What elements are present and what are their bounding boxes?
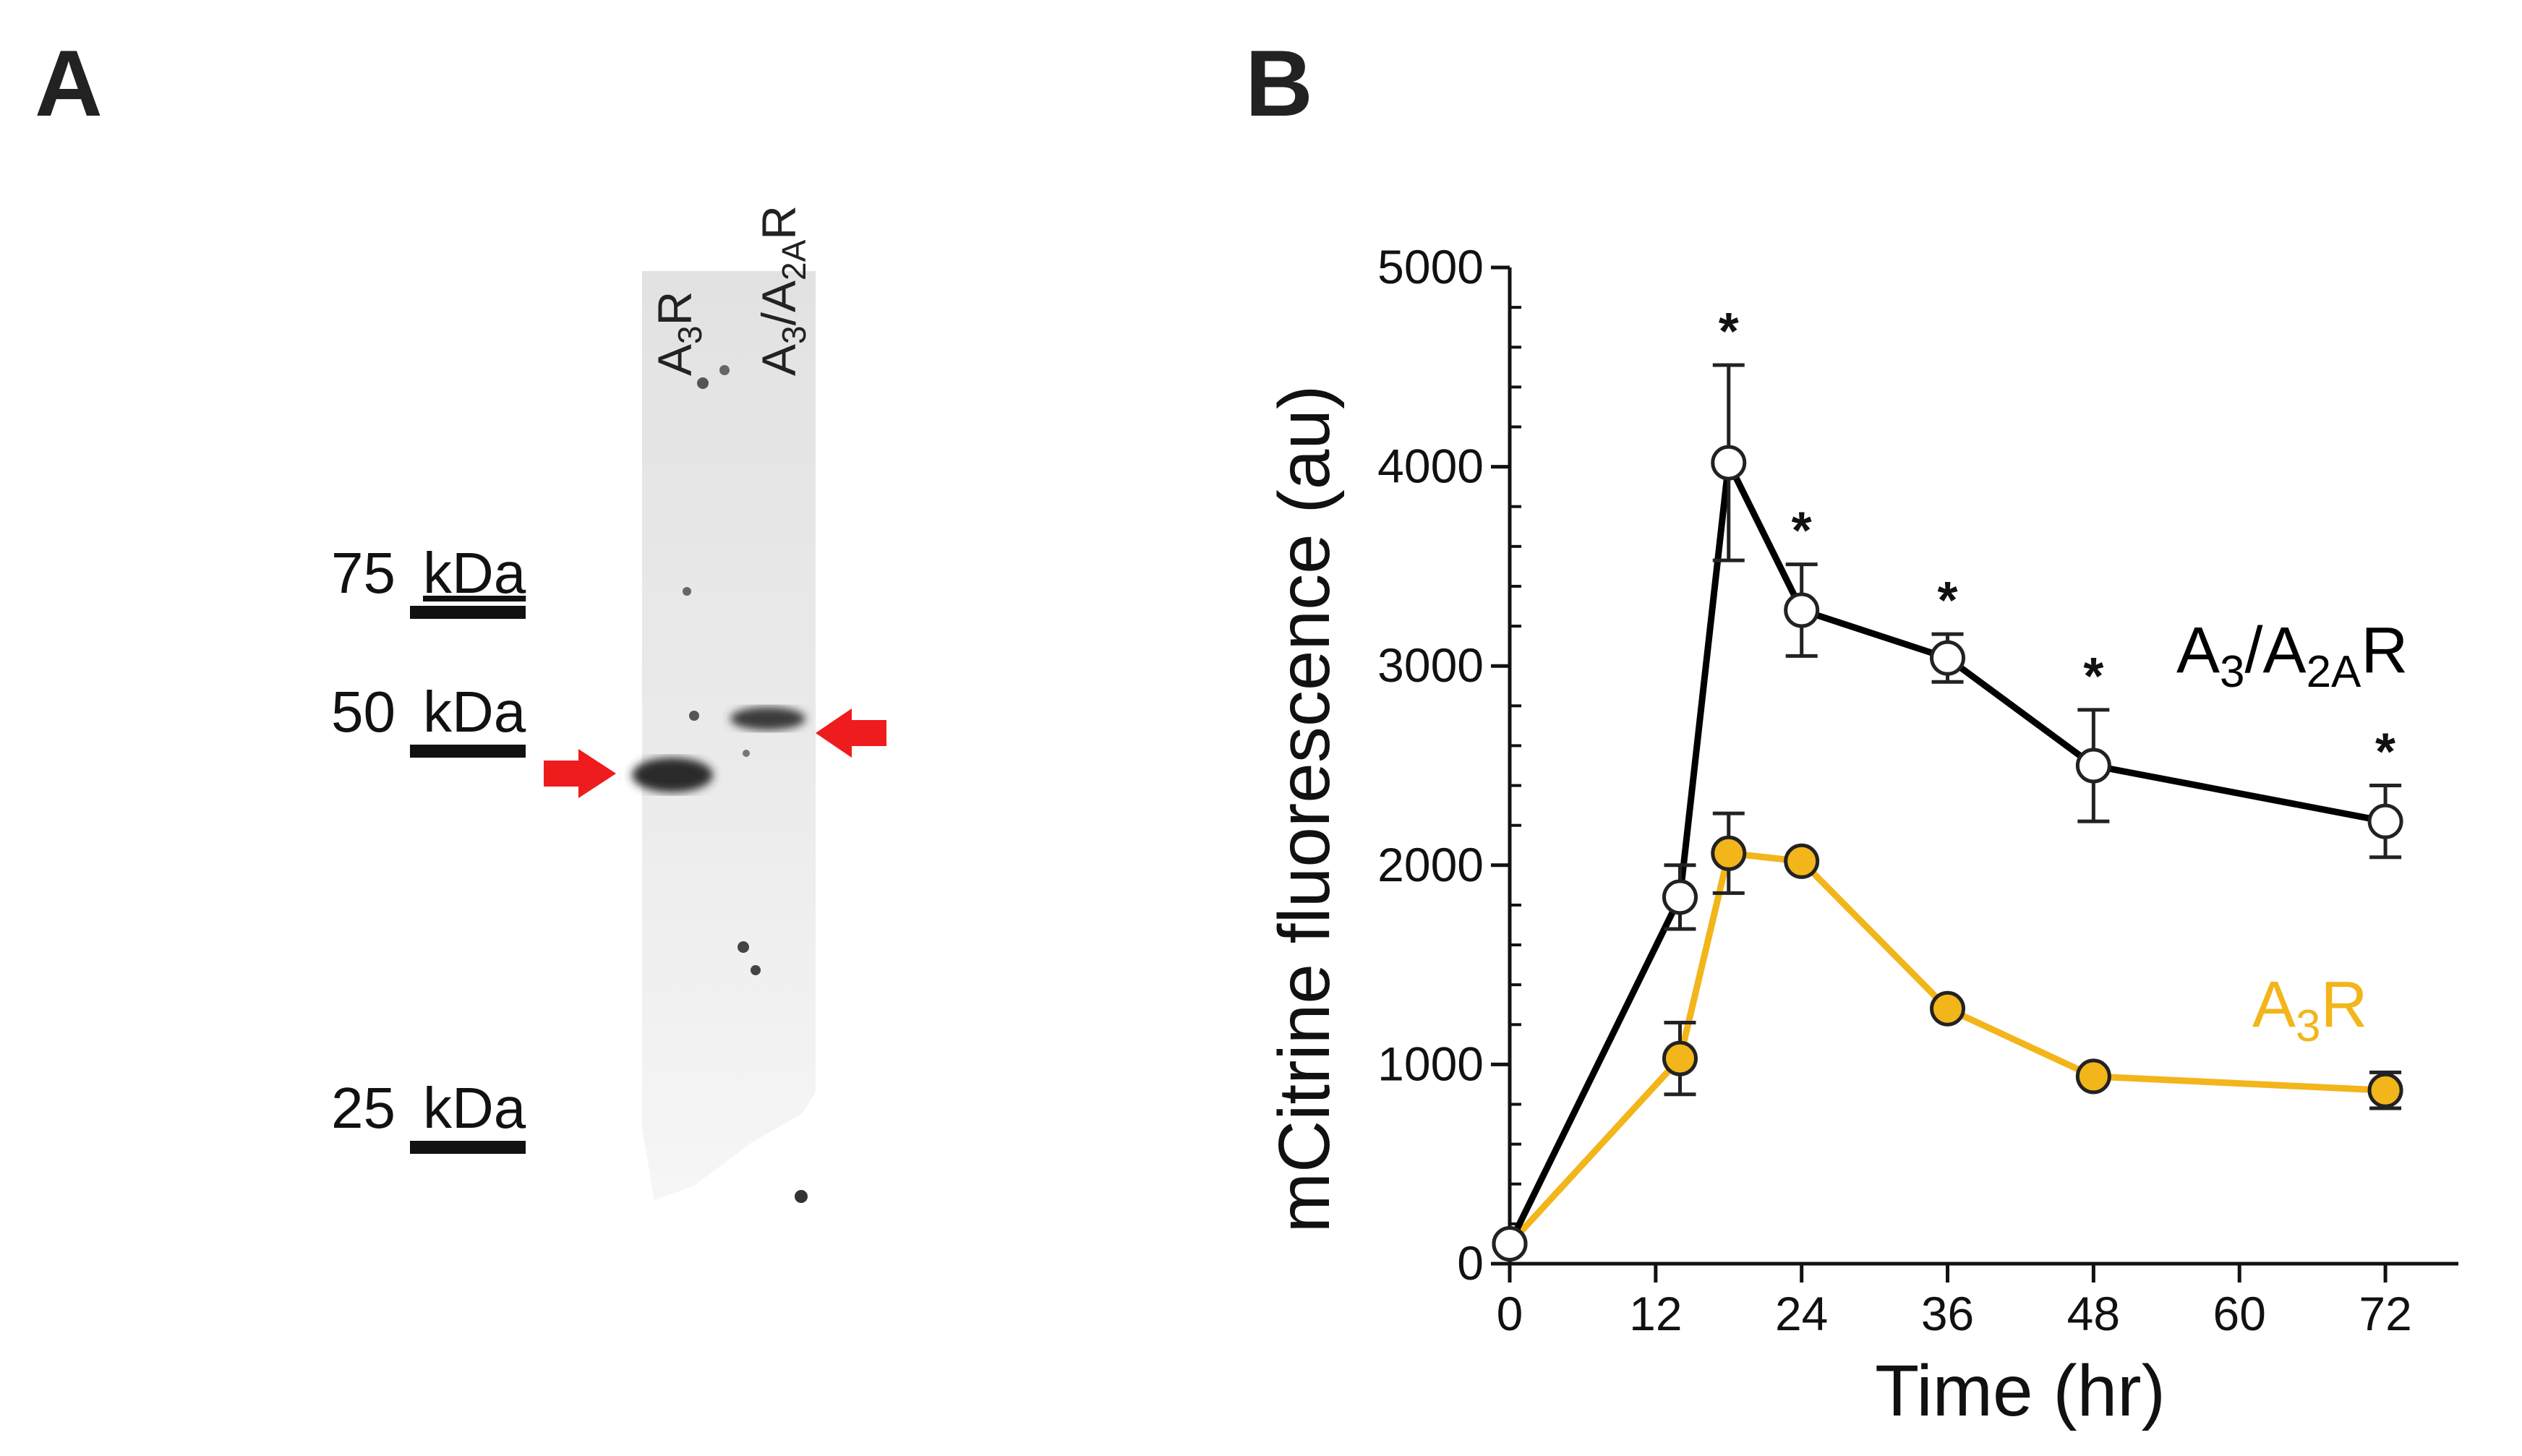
significance-star: * [2083,648,2103,706]
y-axis-title: mCitrine fluorescence (au) [1264,385,1345,1233]
marker-75-value: 75 [331,541,396,605]
panel-b-letter: B [1245,30,1313,136]
x-tick-label: 72 [2359,1287,2411,1340]
blot-speck [738,941,749,953]
y-tick-label: 5000 [1377,240,1484,294]
data-point [1492,1225,1528,1262]
marker-50-bar [410,745,526,758]
blot-membrane [642,271,816,1200]
x-tick-label: 24 [1775,1287,1828,1340]
marker-50-value: 50 [331,680,396,744]
marker-25-value: 25 [331,1076,396,1140]
western-blot [632,271,816,1203]
series-label-a3r: A3R [2252,969,2368,1051]
blot-speck [751,965,761,975]
data-point [2075,748,2111,784]
lane-label-a3r: A3R [648,291,709,376]
y-tick-label: 4000 [1377,440,1484,493]
blot-speck [689,711,699,721]
blot-speck [743,750,750,757]
marker-50: 50 kDa [331,680,526,758]
series-a3-a2ar [1492,363,2403,1262]
x-axis-title: Time (hr) [1875,1350,2166,1431]
data-point [1711,445,1747,481]
band-a3-a2ar [730,707,805,730]
data-point [1784,843,1820,879]
y-axis-ticks: 0 1000 2000 3000 4000 5000 [1377,240,1510,1290]
significance-star: * [1938,572,1958,630]
x-tick-label: 48 [2067,1287,2120,1340]
series-line [1507,849,2386,1246]
significance-stars: * * * * * [1719,303,2395,781]
marker-75-bar [410,606,526,619]
data-point [2367,803,2403,839]
x-tick-label: 12 [1629,1287,1682,1340]
significance-star: * [1719,303,1739,361]
data-point [1930,990,1966,1027]
x-tick-label: 60 [2213,1287,2266,1340]
x-tick-label: 36 [1921,1287,1974,1340]
significance-star: * [1792,502,1812,560]
panel-a: A A3R A3/A2AR 75 kDa 50 kDa [35,30,886,1203]
data-point [1662,879,1698,915]
data-point [1930,640,1966,676]
marker-25-unit: kDa [423,1076,526,1140]
x-axis-ticks: 0 12 24 36 48 60 72 [1497,1264,2412,1340]
x-tick-label: 0 [1497,1287,1523,1340]
band-a3r [632,758,713,792]
arrow-left-icon-main [816,708,886,758]
lane-label-a3-a2ar: A3/A2AR [752,205,813,376]
data-point [2367,1072,2403,1108]
panel-a-letter: A [35,30,103,136]
series-label-a3-a2ar: A3/A2AR [2176,614,2408,697]
data-point [1662,1040,1698,1076]
blot-speck [697,377,709,389]
data-point [1711,835,1747,871]
data-point [2075,1058,2111,1095]
blot-speck [683,587,691,596]
y-tick-label: 3000 [1377,638,1484,692]
blot-speck [795,1190,808,1203]
y-minor-ticks [1510,306,1521,1225]
data-point [1784,592,1820,628]
y-tick-label: 2000 [1377,838,1484,891]
marker-75-unit: kDa [423,541,526,605]
blot-speck [719,365,730,375]
series-a3r [1492,811,2403,1262]
y-tick-label: 0 [1457,1236,1484,1290]
marker-75: 75 kDa [331,541,526,619]
marker-25: 25 kDa [331,1076,526,1154]
arrow-right-icon [544,749,616,798]
series-layer [1492,363,2403,1262]
significance-star: * [2375,724,2395,781]
marker-25-bar [410,1141,526,1154]
marker-50-unit: kDa [423,680,526,744]
y-tick-label: 1000 [1377,1037,1484,1090]
